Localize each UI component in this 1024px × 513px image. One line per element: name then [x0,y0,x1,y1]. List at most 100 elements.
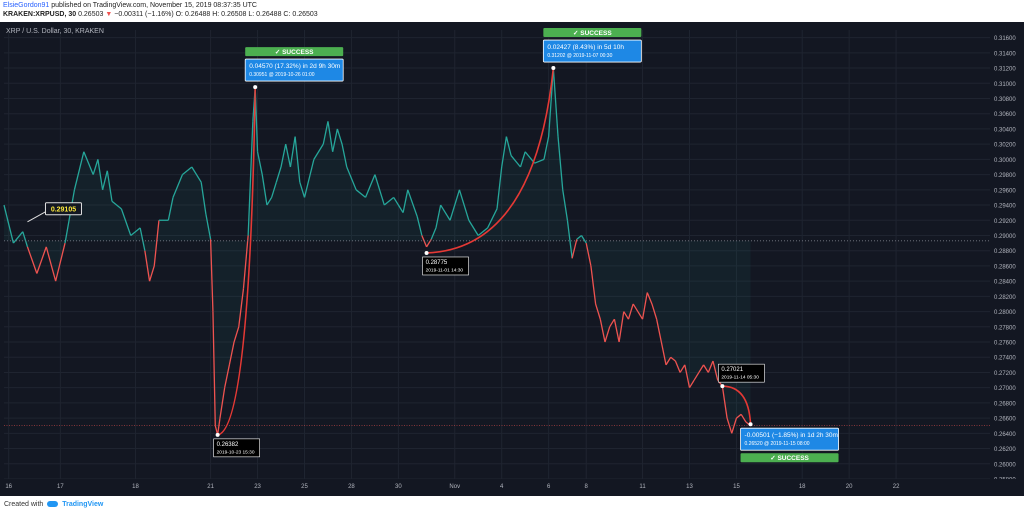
last-price: 0.26503 [78,11,104,18]
price-segment [294,136,301,183]
range-shading [4,68,751,435]
price-segment [313,143,324,160]
chart-header: ElsieGordon91 published on TradingView.c… [0,0,1024,22]
price-segment [552,68,559,137]
price-segment [519,151,526,168]
price-segment [637,311,644,320]
price-segment [205,214,212,240]
price-segment [712,360,719,381]
price-segment [374,174,385,206]
price-segment [36,246,47,274]
up-area [4,68,751,435]
price-segment [651,303,658,320]
projection-curve [722,385,752,425]
price-segment [557,136,564,190]
price-segment [346,166,357,191]
price-segment [303,159,315,198]
x-tick-label: 16 [5,484,12,490]
price-segment [703,364,709,373]
reference-marker-label: 0.29105 [51,206,76,213]
publish-text: published on TradingView.com, November 1… [51,2,257,9]
price-segment [534,158,545,164]
price-segment [167,197,174,221]
success-label: ✓ SUCCESS [573,30,612,37]
price-segment [212,311,216,426]
y-tick-label: 0.27800 [994,325,1016,331]
projection-start-dot [424,250,429,255]
price-segment [172,174,184,198]
projection-target: 0.31202 @ 2019-11-07 00:30 [547,53,612,59]
price-chart[interactable]: XRP / U.S. Dollar, 30, KRAKEN 0.26503 0.… [0,22,1024,496]
success-label: ✓ SUCCESS [770,455,809,462]
price-segment [191,166,202,183]
price-segment [594,303,601,320]
price-segment [646,292,653,305]
projection-end-dot [551,66,556,71]
projection-start-price: 0.27021 [721,367,743,373]
price-segment [698,364,705,373]
price-segment [693,372,700,381]
y-tick-label: 0.29400 [994,204,1016,210]
y-axis-panel [990,22,1024,496]
x-tick-label: 18 [799,484,806,490]
price-change: −0.00311 (−1.16%) [114,11,174,18]
projection-end-dot [253,85,258,90]
x-tick-label: 15 [733,484,740,490]
x-tick-label: 28 [348,484,355,490]
symbol: KRAKEN:XRPUSD, 30 [3,11,77,18]
price-segment [576,234,582,240]
price-segment [55,242,66,282]
reference-marker-pointer [27,211,46,223]
chart-title: XRP / U.S. Dollar, 30, KRAKEN [6,28,104,35]
price-segment [336,128,343,145]
projection-curve [426,67,555,254]
price-segment [64,189,76,244]
price-segment [496,166,503,209]
y-tick-label: 0.27200 [994,371,1016,377]
price-segment [487,208,498,229]
price-segment [435,204,442,228]
y-tick-label: 0.26400 [994,432,1016,438]
projection-start-price: 0.28775 [426,260,448,266]
y-tick-label: 0.29600 [994,188,1016,194]
y-tick-label: 0.28600 [994,264,1016,270]
price-segment [383,196,395,206]
price-segment [736,413,742,419]
y-tick-label: 0.29000 [994,234,1016,240]
symbol-line: KRAKEN:XRPUSD, 30 0.26503 ▼ −0.00311 (−1… [3,11,318,18]
x-tick-label: 6 [547,484,551,490]
price-segment [224,364,231,388]
price-segment [111,200,122,210]
author-link[interactable]: ElsieGordon91 [3,2,50,9]
price-segment [613,319,620,343]
projection-start-price: 0.26382 [217,442,239,448]
y-tick-label: 0.26800 [994,401,1016,407]
y-tick-label: 0.30200 [994,143,1016,149]
price-segment [285,144,292,168]
x-tick-label: 13 [686,484,693,490]
success-badge [245,47,344,57]
price-segment [721,386,728,419]
price-segment [632,303,639,312]
x-tick-label: 4 [500,484,504,490]
y-tick-label: 0.29800 [994,173,1016,179]
price-segment [327,121,334,152]
projection-start-dot [215,432,220,437]
price-segment [261,174,268,206]
x-tick-label: 21 [207,484,214,490]
tradingview-brand[interactable]: TradingView [62,501,104,508]
projection-start-box [213,438,260,458]
price-segment [430,227,437,240]
projection-start-box [422,256,469,276]
x-tick-label: 8 [585,484,589,490]
price-segment [289,136,296,168]
success-badge [740,453,839,463]
down-arrow-icon: ▼ [105,11,113,18]
price-segment [256,151,263,175]
projection-start-date: 2019-11-01 14:30 [426,267,464,273]
projection-change: 0.02427 (8.43%) in 5d 10h [547,44,624,51]
success-badge [543,28,642,38]
price-segment [566,220,573,259]
price-segment [247,121,254,236]
chart-background [0,22,1024,496]
